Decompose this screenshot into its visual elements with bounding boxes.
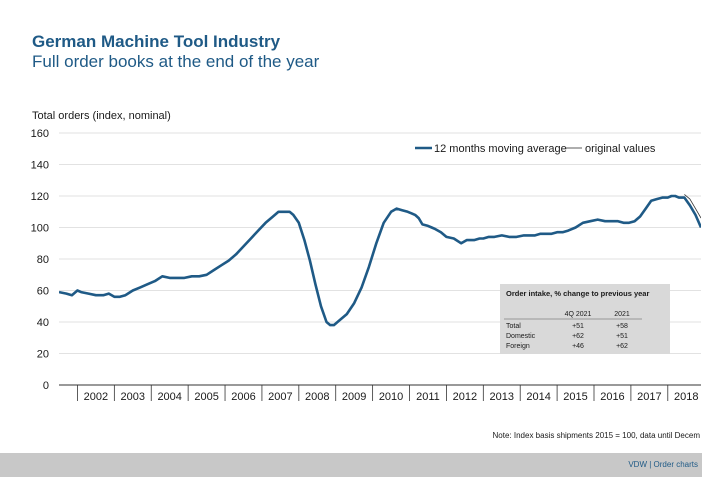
x-tick-label: 2013: [490, 391, 514, 403]
footer-bar: VDW | Order charts: [0, 453, 702, 477]
inset-table: Order intake, % change to previous year 4…: [500, 284, 670, 354]
x-tick-label: 2003: [121, 391, 145, 403]
inset-table-cell: Domestic: [506, 333, 536, 340]
inset-table-cell: +51: [572, 323, 584, 330]
x-tick-label: 2014: [526, 391, 550, 403]
inset-table-cell: +58: [616, 323, 628, 330]
y-tick-label: 40: [37, 317, 49, 329]
inset-table-cell: Total: [506, 323, 521, 330]
y-tick-label: 160: [31, 128, 49, 140]
x-tick-label: 2004: [157, 391, 181, 403]
inset-table-cell: +62: [572, 333, 584, 340]
x-tick-label: 2009: [342, 391, 366, 403]
series-line-original-values: [684, 194, 701, 219]
chart-subtitle: Full order books at the end of the year: [32, 52, 320, 71]
inset-table-header: 4Q 2021: [565, 311, 592, 318]
series-line-moving-average: [59, 194, 701, 327]
x-tick-label: 2018: [674, 391, 698, 403]
y-tick-label: 0: [43, 380, 49, 392]
inset-table-cell: Foreign: [506, 343, 530, 350]
y-tick-labels: 0 20 40 60 80 100 120 140 160: [31, 128, 49, 392]
x-tick-label: 2002: [84, 391, 108, 403]
inset-table-header: 2021: [614, 311, 630, 318]
x-tick-label: 2012: [453, 391, 477, 403]
x-tick-label: 2010: [379, 391, 403, 403]
y-tick-label: 60: [37, 286, 49, 298]
footer-text: VDW | Order charts: [628, 460, 698, 469]
y-axis-label: Total orders (index, nominal): [32, 110, 171, 122]
grid-lines: [59, 132, 701, 386]
y-tick-label: 100: [31, 223, 49, 235]
y-tick-label: 80: [37, 254, 49, 266]
x-tick-label: 2011: [416, 391, 440, 403]
legend: 12 months moving average original values: [415, 143, 656, 155]
y-tick-label: 120: [31, 191, 49, 203]
x-tick-label: 2006: [231, 391, 255, 403]
y-tick-label: 20: [37, 349, 49, 361]
inset-table-title: Order intake, % change to previous year: [506, 289, 649, 298]
chart-title: German Machine Tool Industry: [32, 32, 281, 51]
legend-label: 12 months moving average: [434, 143, 567, 155]
series-lines: [59, 194, 701, 327]
x-tick-label: 2017: [637, 391, 661, 403]
x-tick-label: 2007: [268, 391, 292, 403]
inset-table-cell: +51: [616, 333, 628, 340]
inset-table-cell: +46: [572, 343, 584, 350]
x-tick-labels: 2002 2003 2004 2005 2006 2007 2008 2009 2010 2011…: [77, 385, 698, 403]
x-tick-label: 2016: [600, 391, 624, 403]
x-tick-label: 2005: [194, 391, 218, 403]
y-tick-label: 140: [31, 160, 49, 172]
inset-table-cell: +62: [616, 343, 628, 350]
legend-label: original values: [585, 143, 656, 155]
x-tick-label: 2015: [563, 391, 587, 403]
x-tick-label: 2008: [305, 391, 329, 403]
chart-note: Note: Index basis shipments 2015 = 100, …: [492, 431, 700, 440]
